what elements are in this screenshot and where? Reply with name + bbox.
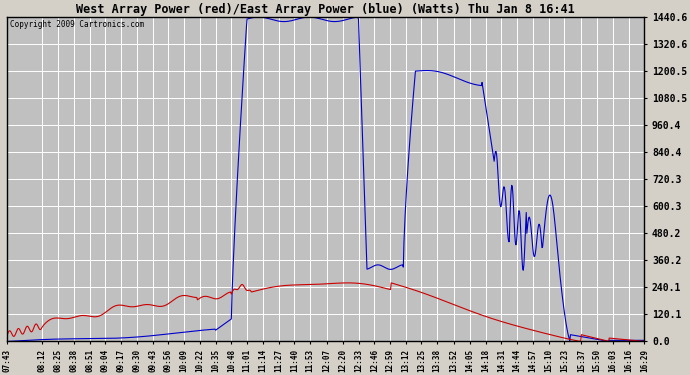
Title: West Array Power (red)/East Array Power (blue) (Watts) Thu Jan 8 16:41: West Array Power (red)/East Array Power … xyxy=(77,3,575,16)
Text: Copyright 2009 Cartronics.com: Copyright 2009 Cartronics.com xyxy=(10,20,145,29)
